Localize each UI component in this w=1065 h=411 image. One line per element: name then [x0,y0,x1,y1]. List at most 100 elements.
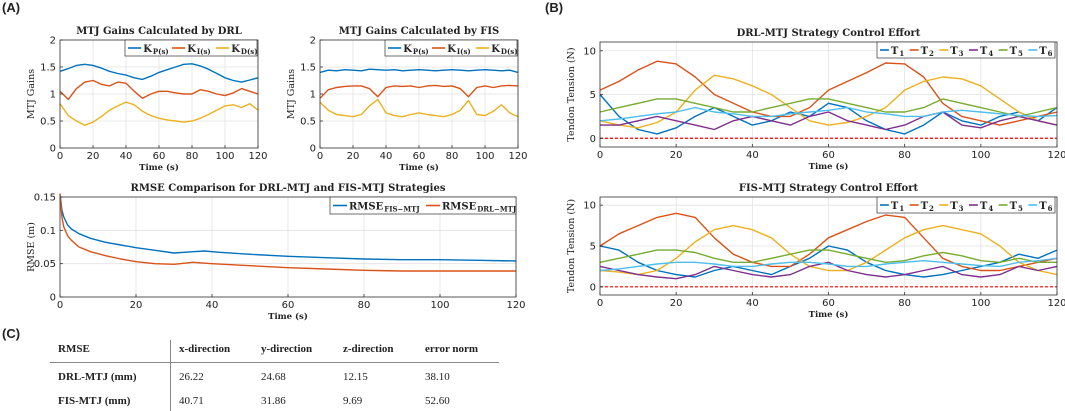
x-axis-label: Time (s) [399,162,439,173]
y-axis-label: Tendon Tension (N) [566,47,577,141]
x-tick-label: 100 [430,300,449,311]
legend-entry: KD(s) [231,44,257,56]
series-line-5 [599,249,1057,263]
y-tick-label: 5 [590,90,596,101]
legend-sub: 4 [988,49,993,58]
x-tick-label: 120 [508,151,527,162]
legend-sub: 6 [1048,204,1053,213]
table-header-cell: z-direction [335,340,417,363]
legend-box [876,196,1056,214]
chart-title: MTJ Gains Calculated by DRL [76,26,242,37]
legend-sub: DRL−MTJ [477,205,517,214]
x-tick-label: 100 [971,150,990,161]
x-tick-label: 20 [130,300,143,311]
panel-label-b: (B) [545,0,564,15]
x-tick-label: 20 [670,298,683,309]
legend-sub: P(s) [413,47,429,56]
x-tick-label: 60 [822,298,835,309]
series-line-I(s) [59,79,259,101]
legend-entry: RMSEDRL−MTJ [442,202,517,214]
x-tick-label: 80 [358,300,371,311]
series-line-4 [600,111,1058,131]
legend-box [329,196,517,215]
x-tick-label: 0 [597,298,603,309]
legend-sub: 5 [1018,204,1023,213]
legend-sub: 1 [899,49,904,58]
legend-main: K [447,44,456,55]
chart-fis_gains: 0 20 40 60 80 100 120 0 0.5 1 1.5 2 MTJ Gains Calcul… [286,26,528,173]
x-tick-label: 100 [971,298,990,309]
x-tick-label: 40 [120,151,133,162]
series-line-2 [599,60,1058,126]
series-line-5 [599,98,1058,118]
table-cell: 26.22 [179,371,204,383]
legend-entry: KP(s) [143,44,169,56]
y-tick-label: 0 [50,293,56,304]
y-tick-label: 10 [583,46,596,57]
series-line-P(s) [59,63,259,83]
legend-entry: T5 [1010,201,1023,213]
x-tick-label: 120 [1047,298,1065,309]
legend-sub: I(s) [457,47,471,56]
legend-main: T [921,46,929,57]
series-line-6 [599,257,1058,272]
legend-entry: RMSEFIS−MTJ [349,202,420,214]
legend-entry: T3 [950,46,963,58]
table-cell: 40.71 [179,395,204,407]
series-line-P(s) [319,68,519,74]
y-tick-label: 0.5 [300,117,316,128]
x-tick-label: 120 [1047,150,1065,161]
legend-main: K [231,44,240,55]
y-tick-label: 5 [590,242,596,253]
x-tick-label: 20 [87,151,100,162]
panel-label-c: (C) [2,326,21,341]
legend-main: K [491,44,500,55]
table-header-cell: RMSE [50,340,171,363]
x-tick-label: 40 [746,150,759,161]
y-axis-label: RMSE (m) [26,222,37,272]
table-cell: 31.86 [261,395,286,407]
legend-entry: T2 [921,201,934,213]
legend-entry: T1 [891,46,904,58]
table-header-cell: y-direction [253,340,335,363]
legend-main: RMSE [442,202,477,213]
x-tick-label: 60 [153,151,166,162]
legend-main: T [980,201,988,212]
table-row: FIS-MTJ (mm) 40.71 31.86 9.69 52.60 [50,387,499,411]
legend-main: T [950,46,958,57]
x-tick-label: 100 [475,151,494,162]
legend-sub: 4 [988,204,993,213]
table-header-row: RMSE x-direction y-direction z-direction… [50,340,499,363]
legend-sub: 5 [1018,49,1023,58]
x-tick-label: 20 [670,150,683,161]
x-axis-label: Time (s) [268,311,308,322]
x-tick-label: 40 [746,298,759,309]
legend-entry: T6 [1039,201,1052,213]
legend-entry: KP(s) [403,44,429,56]
legend-main: T [950,201,958,212]
series-line-FIS−MTJ [59,193,517,262]
x-tick-label: 120 [248,151,267,162]
x-tick-label: 40 [206,300,219,311]
y-axis-label: Tendon Tension (N) [566,199,577,293]
y-tick-label: 1 [310,90,316,101]
table-cell: 12.15 [343,371,368,383]
chart-fis_tension: 0 20 40 60 80 100 120 0 5 10 FIS-MTJ Strategy Cont… [566,183,1065,320]
y-tick-label: 0.1 [40,226,56,237]
y-tick-label: 2 [50,36,56,47]
legend-box [876,41,1056,59]
table-row: DRL-MTJ (mm) 26.22 24.68 12.15 38.10 [50,362,499,387]
series-line-3 [599,224,1058,276]
legend-main: T [891,201,899,212]
x-axis-label: Time (s) [809,161,849,172]
x-tick-label: 80 [898,150,911,161]
legend-entry: KI(s) [447,44,471,56]
x-axis-label: Time (s) [139,162,179,173]
legend-sub: 6 [1048,49,1053,58]
legend-main: T [1039,46,1047,57]
x-tick-label: 80 [898,298,911,309]
table-cell: 24.68 [261,371,286,383]
legend-main: T [921,201,929,212]
chart-title: FIS-MTJ Strategy Control Effort [739,183,919,194]
legend-sub: D(s) [501,47,518,56]
